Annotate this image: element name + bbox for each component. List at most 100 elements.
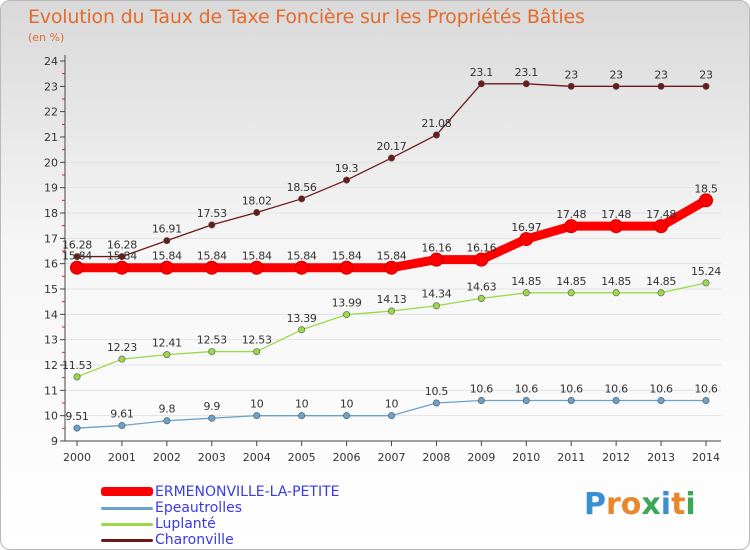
data-label: 14.63 [466,280,496,293]
data-point [702,82,710,90]
data-point [519,232,534,247]
data-label: 15.24 [691,265,721,278]
x-tick-label: 2006 [333,451,361,464]
data-point [208,414,216,422]
data-label: 17.48 [646,208,676,221]
data-label: 16.16 [466,242,496,255]
logo-letter: o [620,487,642,522]
logo-letter: r [606,487,621,522]
x-tick-label: 2001 [108,451,136,464]
logo-letter: t [671,487,686,522]
y-tick-label: 9 [51,435,58,448]
data-point [384,260,399,275]
data-point [612,396,620,404]
data-label: 10.6 [560,382,584,395]
y-tick-label: 11 [44,384,58,397]
data-label: 10 [250,398,264,411]
data-point [118,355,126,363]
y-tick-label: 24 [44,55,58,68]
data-point [654,219,669,234]
legend-label: Charonville [155,532,234,548]
x-tick-label: 2002 [153,451,181,464]
logo-letter: i [685,487,696,522]
data-label: 15.84 [377,250,407,263]
data-label: 18.02 [242,194,272,207]
data-label: 23 [699,68,713,81]
data-label: 13.39 [287,312,317,325]
data-point [429,252,444,267]
data-label: 14.85 [646,275,676,288]
data-label: 15.84 [287,250,317,263]
proxiti-logo: Proxiti [584,487,696,522]
data-point [163,417,171,425]
data-label: 9.8 [159,403,176,416]
data-point [522,396,530,404]
data-point [702,279,710,287]
data-label: 17.48 [601,208,631,221]
data-label: 23 [565,68,579,81]
x-tick-label: 2000 [63,451,91,464]
data-label: 21.08 [421,117,451,130]
data-label: 20.17 [377,140,407,153]
logo-letter: x [641,487,661,522]
data-label: 10.5 [425,385,449,398]
x-tick-label: 2008 [422,451,450,464]
legend-label: Epeautrolles [155,500,242,516]
data-point [339,260,354,275]
data-label: 15.84 [332,250,362,263]
data-label: 23.1 [470,66,493,79]
data-label: 16.28 [107,239,137,252]
data-point [432,399,440,407]
legend-swatch [101,507,153,510]
data-point [249,260,264,275]
legend-swatch [101,487,153,496]
data-point [567,289,575,297]
data-label: 15.84 [197,250,227,263]
data-label: 16.28 [62,239,92,252]
y-tick-label: 14 [44,308,58,321]
data-point [702,396,710,404]
data-label: 15.84 [152,250,182,263]
data-point [609,219,624,234]
data-point [657,396,665,404]
data-label: 10 [295,398,309,411]
data-label: 18.5 [694,182,718,195]
y-tick-label: 15 [44,283,58,296]
data-point [73,253,81,261]
x-tick-label: 2013 [647,451,675,464]
x-tick-label: 2005 [288,451,316,464]
y-tick-label: 17 [44,232,58,245]
data-point [298,326,306,334]
data-point [477,396,485,404]
data-label: 17.53 [197,207,227,220]
data-label: 14.34 [421,288,451,301]
data-label: 10 [385,398,399,411]
x-tick-label: 2011 [557,451,585,464]
data-point [699,193,713,208]
data-label: 16.91 [152,223,182,236]
data-point [612,289,620,297]
data-label: 10.6 [649,382,673,395]
data-label: 14.85 [601,275,631,288]
data-point [298,195,306,203]
logo-letter: i [660,487,672,522]
y-tick-label: 19 [44,182,58,195]
chart-title: Evolution du Taux de Taxe Foncière sur l… [28,6,585,28]
data-point [298,412,306,420]
data-point [118,422,126,430]
x-tick-label: 2009 [467,451,495,464]
data-point [387,412,395,420]
x-tick-label: 2003 [198,451,226,464]
data-label: 23.1 [515,66,538,79]
data-point [253,208,261,216]
chart-subtitle: (en %) [28,31,65,44]
data-label: 10 [340,398,354,411]
data-point [567,396,575,404]
data-point [522,80,530,88]
legend-label: ERMENONVILLE-LA-PETITE [155,484,340,500]
legend-swatch [101,539,153,542]
data-point [477,80,485,88]
data-point [612,82,620,90]
data-label: 13.99 [332,297,362,310]
data-label: 9.9 [203,400,220,413]
